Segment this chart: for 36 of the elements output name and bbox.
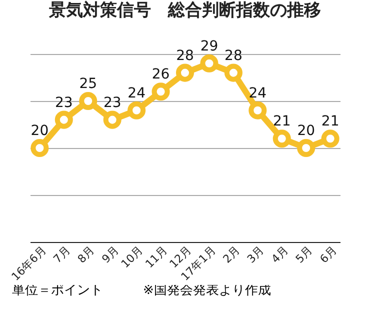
x-tick-label: 5月 (293, 244, 316, 266)
x-tick-label: 4月 (268, 244, 291, 266)
point (272, 130, 291, 148)
point (54, 110, 73, 129)
point (297, 138, 316, 158)
data-label: 21 (272, 114, 291, 130)
data-label: 20 (297, 123, 316, 139)
data-label: 24 (128, 85, 146, 102)
point (103, 110, 122, 129)
point (248, 101, 267, 120)
data-label: 20 (30, 123, 49, 139)
point (321, 130, 340, 148)
data-label: 26 (152, 66, 170, 83)
point (79, 92, 98, 110)
x-tick-label: 3月 (244, 244, 267, 266)
x-tick-label: 9月 (99, 244, 122, 266)
data-label: 23 (103, 94, 122, 111)
data-label: 28 (224, 48, 242, 64)
x-tick-label: 16年6月 (9, 244, 49, 284)
chart-title: 景気対策信号 総合判断指数の推移 (48, 0, 321, 20)
data-label: 24 (248, 85, 267, 102)
data-label: 28 (176, 48, 194, 64)
point (128, 101, 146, 120)
x-tick-label: 2月 (220, 244, 242, 266)
point (200, 54, 218, 72)
point (224, 64, 242, 82)
x-tick-label: 8月 (75, 244, 98, 266)
x-tick-label: 6月 (317, 244, 340, 266)
data-label: 29 (200, 38, 218, 54)
data-label: 21 (321, 114, 340, 130)
point (152, 82, 170, 101)
data-label: 25 (79, 76, 98, 92)
data-label: 23 (54, 94, 73, 111)
x-tick-label: 7月 (50, 244, 73, 266)
point (30, 138, 49, 158)
point (176, 64, 194, 82)
